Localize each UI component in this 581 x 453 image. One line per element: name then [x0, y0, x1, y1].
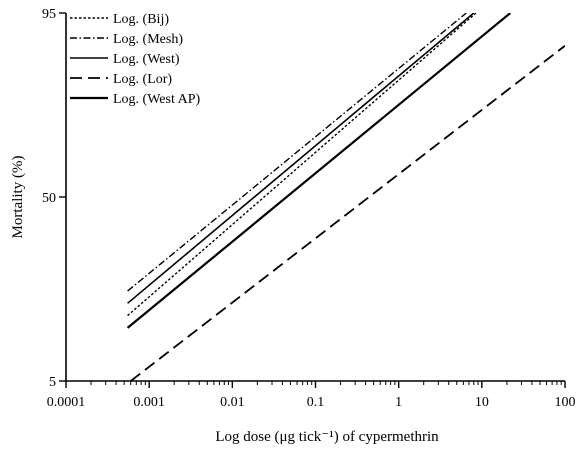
- legend-label: Log. (West): [113, 52, 180, 67]
- legend-label: Log. (Mesh): [113, 32, 183, 47]
- series-line-3: [130, 44, 565, 381]
- x-tick-label: 0.0001: [47, 395, 86, 410]
- series-line-2: [127, 13, 475, 304]
- x-tick-label: 0.001: [133, 395, 165, 410]
- legend-label: Log. (West AP): [113, 92, 200, 107]
- x-tick-label: 0.1: [307, 395, 325, 410]
- y-tick-label: 5: [49, 375, 56, 390]
- series-line-0: [127, 13, 477, 317]
- x-tick-label: 0.01: [220, 395, 245, 410]
- series-line-1: [127, 13, 467, 292]
- y-tick-label: 50: [42, 191, 56, 206]
- x-tick-label: 100: [555, 395, 576, 410]
- legend-label: Log. (Bij): [113, 12, 169, 27]
- axes: 0.0001 0.001 0.01 0.1 1 10 100 5 50 95: [42, 7, 576, 410]
- y-axis-title: Mortality (%): [10, 156, 26, 239]
- x-axis-title: Log dose (μg tick⁻¹) of cypermethrin: [215, 429, 439, 445]
- series-lines: [126, 13, 565, 381]
- x-tick-label: 1: [395, 395, 402, 410]
- series-line-4: [126, 13, 512, 329]
- x-tick-label: 10: [475, 395, 489, 410]
- legend-background: [68, 8, 254, 110]
- y-tick-label: 95: [42, 7, 56, 22]
- legend-label: Log. (Lor): [113, 72, 172, 87]
- legend: Log. (Bij) Log. (Mesh) Log. (West) Log. (Lo…: [68, 8, 254, 110]
